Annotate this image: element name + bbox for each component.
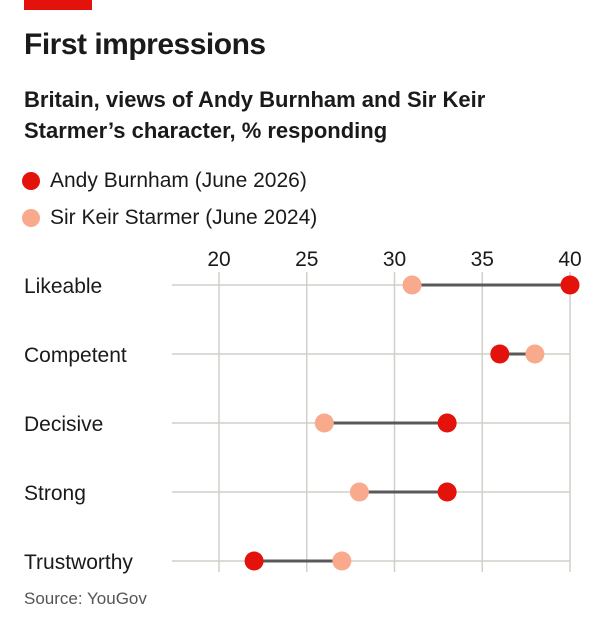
category-label: Competent [24, 344, 127, 367]
x-tick-label: 30 [383, 248, 406, 271]
legend-item-burnham: Andy Burnham (June 2026) [22, 162, 317, 199]
legend-marker-burnham [22, 171, 40, 190]
burnham-dot [244, 551, 264, 571]
brand-accent-bar [24, 0, 92, 10]
burnham-dot [490, 344, 510, 364]
burnham-dot [560, 275, 580, 295]
burnham-dot [437, 482, 457, 502]
category-label: Trustworthy [24, 551, 133, 574]
chart-subtitle: Britain, views of Andy Burnham and Sir K… [24, 87, 486, 143]
x-tick-label: 25 [295, 248, 318, 271]
starmer-dot [349, 482, 369, 502]
starmer-dot [525, 344, 545, 364]
chart-title: First impressions [24, 28, 266, 61]
category-label: Likeable [24, 275, 102, 298]
category-label: Strong [24, 482, 86, 505]
starmer-dot [402, 275, 422, 295]
legend-label-starmer: Sir Keir Starmer (June 2024) [50, 205, 318, 229]
x-tick-label: 20 [207, 248, 230, 271]
burnham-dot [437, 413, 457, 433]
legend-label-burnham: Andy Burnham (June 2026) [50, 168, 307, 192]
legend-item-starmer: Sir Keir Starmer (June 2024) [22, 199, 317, 236]
source-note: Source: YouGov [24, 589, 147, 608]
legend-marker-starmer [22, 208, 40, 227]
x-tick-label: 35 [471, 248, 494, 271]
starmer-dot [314, 413, 334, 433]
category-label: Decisive [24, 413, 103, 436]
starmer-dot [332, 551, 352, 571]
legend: Andy Burnham (June 2026) Sir Keir Starme… [22, 162, 317, 236]
x-tick-label: 40 [558, 248, 581, 271]
